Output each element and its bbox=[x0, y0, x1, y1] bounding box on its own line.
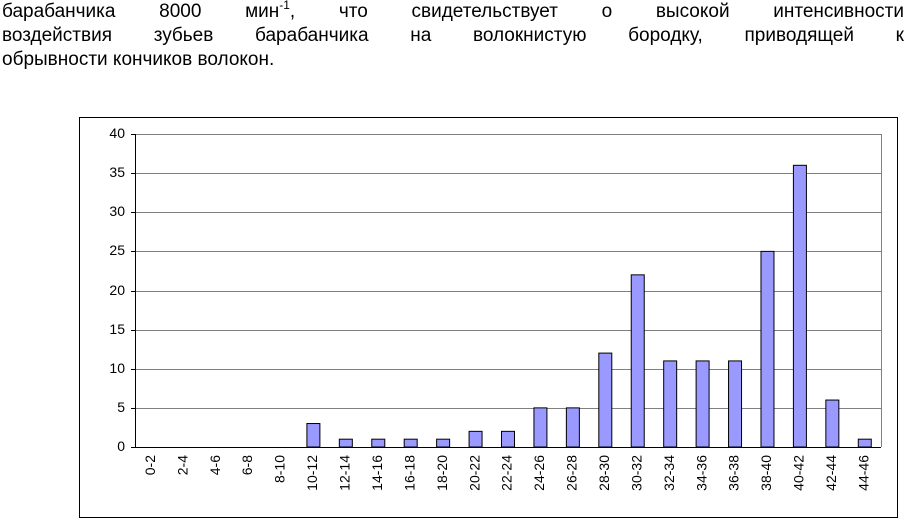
y-tick-label: 35 bbox=[109, 164, 125, 180]
bar bbox=[760, 250, 775, 448]
x-tick-label: 16-18 bbox=[401, 455, 417, 491]
paragraph: барабанчика 8000 мин-1, что свидетельств… bbox=[2, 0, 904, 72]
y-tick-label: 25 bbox=[109, 242, 125, 258]
y-tick-label: 0 bbox=[117, 438, 125, 454]
bar bbox=[857, 438, 872, 448]
y-tick-label: 40 bbox=[109, 125, 125, 141]
text-line: барабанчика 8000 мин-1, что свидетельств… bbox=[2, 0, 904, 24]
x-tick-label: 4-6 bbox=[207, 455, 223, 475]
bar bbox=[663, 360, 678, 448]
y-tick-label: 10 bbox=[109, 360, 125, 376]
x-tick-label: 40-42 bbox=[791, 455, 807, 491]
x-tick-label: 14-16 bbox=[369, 455, 385, 491]
bar bbox=[436, 438, 451, 448]
bar bbox=[371, 438, 386, 448]
x-tick-label: 38-40 bbox=[758, 455, 774, 491]
bar bbox=[533, 407, 548, 448]
x-tick-label: 12-14 bbox=[337, 455, 353, 491]
bar bbox=[792, 164, 807, 448]
x-tick-label: 20-22 bbox=[466, 455, 482, 491]
chart-frame bbox=[79, 117, 898, 518]
x-tick-label: 36-38 bbox=[726, 455, 742, 491]
x-tick-label: 6-8 bbox=[239, 455, 255, 475]
superscript: -1 bbox=[279, 0, 290, 12]
x-tick-label: 34-36 bbox=[693, 455, 709, 491]
text: барабанчика 8000 мин bbox=[2, 1, 280, 22]
x-tick-label: 28-30 bbox=[596, 455, 612, 491]
text-line: обрывности кончиков волокон. bbox=[2, 49, 275, 70]
bar bbox=[825, 399, 840, 448]
text-line: воздействия зубьев барабанчика на волокн… bbox=[2, 25, 904, 46]
bar bbox=[468, 430, 483, 448]
x-tick-label: 2-4 bbox=[174, 455, 190, 475]
x-tick-label: 10-12 bbox=[304, 455, 320, 491]
y-tick-label: 30 bbox=[109, 203, 125, 219]
y-tick-label: 15 bbox=[109, 321, 125, 337]
bar bbox=[728, 360, 743, 448]
x-tick-label: 22-24 bbox=[499, 455, 515, 491]
x-tick-label: 8-10 bbox=[272, 455, 288, 483]
text: , что свидетельствует о высокой интенсив… bbox=[289, 1, 904, 22]
x-tick-label: 42-44 bbox=[823, 455, 839, 491]
bar bbox=[338, 438, 353, 448]
bar bbox=[630, 274, 645, 448]
bar bbox=[598, 352, 613, 448]
x-tick-label: 44-46 bbox=[855, 455, 871, 491]
x-tick-label: 18-20 bbox=[434, 455, 450, 491]
x-tick-label: 24-26 bbox=[531, 455, 547, 491]
bar bbox=[565, 407, 580, 448]
bar bbox=[403, 438, 418, 448]
y-tick-label: 5 bbox=[117, 399, 125, 415]
bar bbox=[695, 360, 710, 448]
bar bbox=[501, 430, 515, 448]
x-tick-label: 0-2 bbox=[142, 455, 158, 475]
y-tick-label: 20 bbox=[109, 282, 125, 298]
x-tick-label: 26-28 bbox=[564, 455, 580, 491]
x-tick-label: 32-34 bbox=[661, 455, 677, 491]
x-tick-label: 30-32 bbox=[628, 455, 644, 491]
bar bbox=[306, 423, 321, 448]
